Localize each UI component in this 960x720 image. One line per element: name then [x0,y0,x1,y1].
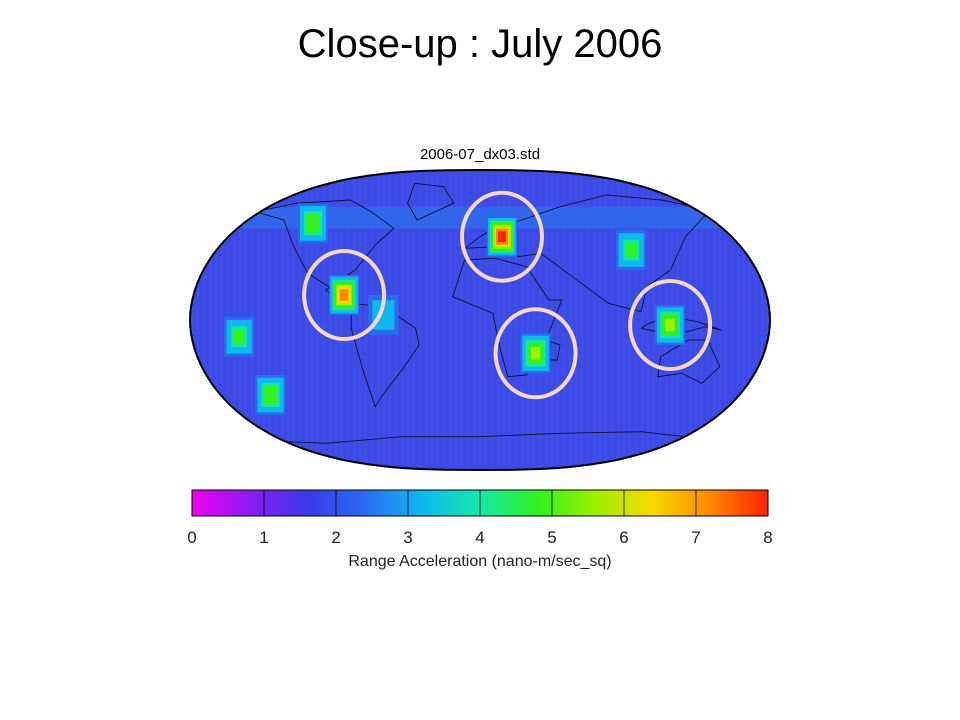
hotspot-layer [224,203,686,415]
hotspot-cell [530,347,541,360]
northern-band [190,206,770,229]
highlight-circle [493,307,578,400]
continent-outline [246,431,714,444]
chart-title: 2006-07_dx03.std [419,146,541,163]
highlight-circle [460,190,544,283]
hotspot-cell [665,318,675,332]
colorbar-tick-label: 6 [619,528,628,547]
colorbar-ticks: 0 1 2 3 4 5 6 7 8 [187,490,773,547]
world-map [188,168,772,472]
colorbar: 0 1 2 3 4 5 6 7 8 [187,489,773,547]
highlight-circles [302,190,713,400]
highlight-circle [628,279,713,371]
hotspot-cell [308,216,318,230]
hotspot-cell [339,289,349,301]
map-border [188,168,772,472]
continent-outline [657,339,721,384]
colorbar-label: Range Acceleration (nano-m/sec_sq) [348,553,612,570]
hotspot-cell [625,242,637,258]
colorbar-tick-label: 2 [331,528,340,547]
colorbar-tick-label: 0 [187,528,196,547]
colorbar-tick-label: 7 [691,528,700,547]
hotspot-cell [233,329,245,344]
colorbar-tick-label: 4 [475,528,484,547]
continent-outline [407,182,455,221]
colorbar-tick-label: 5 [547,528,556,547]
hotspot-cell [498,231,506,242]
highlight-circle [302,249,387,341]
colorbar-tick-label: 8 [763,528,772,547]
continent-outline [255,199,395,308]
hotspot-cell [265,388,276,402]
colorbar-tick-label: 1 [259,528,268,547]
continent-outline [350,302,420,408]
slide-title: Close-up : July 2006 [297,22,663,66]
colorbar-tick-label: 3 [403,528,412,547]
